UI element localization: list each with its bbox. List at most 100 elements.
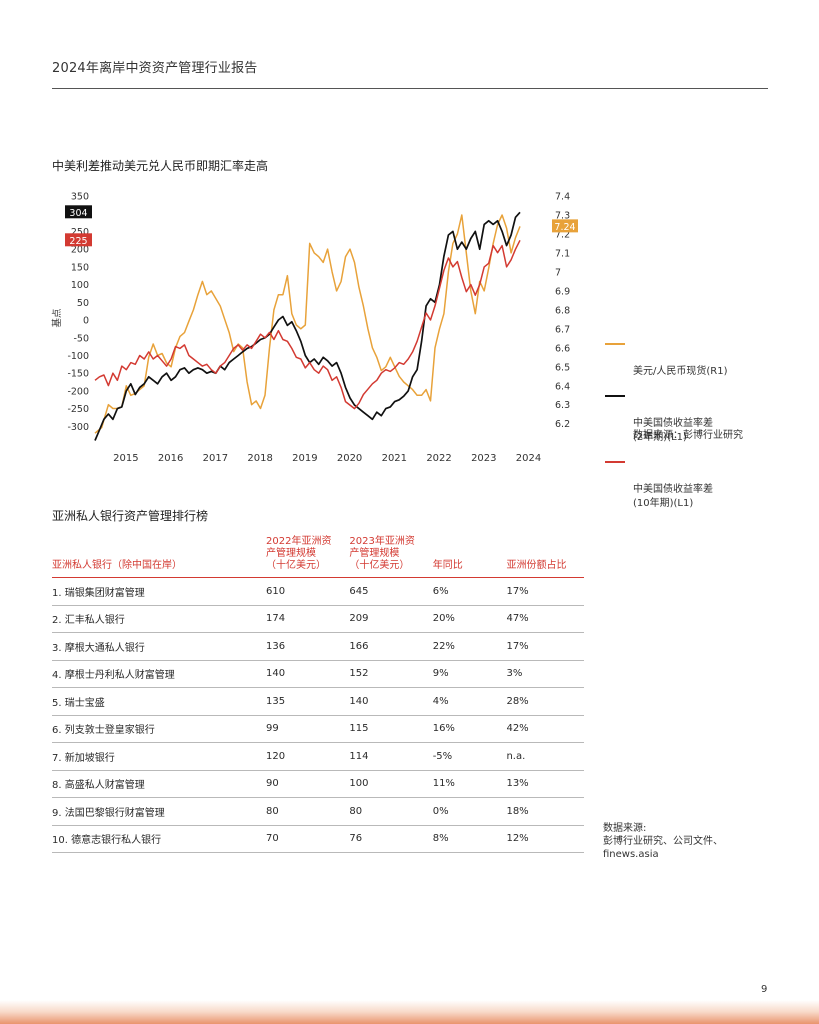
right-tick-label: 7 bbox=[555, 267, 561, 278]
left-axis: 350300250200150100500-50-100-150-200-250… bbox=[67, 192, 89, 433]
left-tick-label: -150 bbox=[67, 369, 89, 380]
right-tick-label: 6.6 bbox=[555, 343, 570, 354]
right-tick-label: 6.4 bbox=[555, 381, 570, 392]
chart-legend: 美元/人民币现货(R1) 中美国债收益率差 (2年期)(L1) 中美国债收益率差… bbox=[605, 337, 727, 521]
right-tick-label: 6.2 bbox=[555, 419, 570, 430]
bank-name-cell: 6. 列支敦士登皇家银行 bbox=[52, 715, 267, 743]
table-row: 10. 德意志银行私人银行 70 76 8% 12% bbox=[52, 825, 584, 853]
x-tick-label: 2018 bbox=[247, 453, 272, 464]
aum-2022-cell: 70 bbox=[266, 825, 350, 853]
table-row: 8. 高盛私人财富管理 90 100 11% 13% bbox=[52, 770, 584, 798]
bank-name-cell: 5. 瑞士宝盛 bbox=[52, 687, 267, 716]
legend-label: 中美国债收益率差 (2年期)(L1) bbox=[633, 418, 713, 443]
x-tick-label: 2017 bbox=[203, 453, 228, 464]
yoy-cell: -5% bbox=[432, 742, 507, 771]
x-tick-label: 2022 bbox=[426, 453, 451, 464]
table-row: 2. 汇丰私人银行 174 209 20% 47% bbox=[52, 605, 584, 633]
footer-band bbox=[0, 1000, 819, 1024]
bank-name-cell: 2. 汇丰私人银行 bbox=[52, 605, 267, 633]
page-number: 9 bbox=[761, 984, 768, 995]
chart-source: 数据来源：彭博行业研究 bbox=[633, 430, 743, 441]
header-yoy: 年同比 bbox=[432, 536, 507, 578]
right-tick-label: 7.3 bbox=[555, 210, 570, 221]
left-axis-label: 基点 bbox=[51, 308, 63, 328]
yoy-cell: 22% bbox=[432, 632, 507, 661]
asia-share-cell: 13% bbox=[506, 770, 584, 798]
asia-share-cell: 28% bbox=[506, 687, 584, 716]
aum-2023-cell: 114 bbox=[349, 742, 433, 771]
left-tick-label: 50 bbox=[77, 298, 89, 309]
x-tick-label: 2020 bbox=[337, 453, 362, 464]
legend-item-10y-spread: 中美国债收益率差 (10年期)(L1) bbox=[605, 455, 727, 511]
series-line-10y-spread bbox=[94, 239, 521, 410]
legend-swatch-orange bbox=[605, 343, 625, 345]
left-tick-label: 200 bbox=[71, 245, 89, 256]
left-tick-label: 150 bbox=[71, 262, 89, 273]
asia-share-cell: 18% bbox=[506, 797, 584, 826]
aum-2022-cell: 610 bbox=[266, 577, 350, 606]
right-tick-label: 6.3 bbox=[555, 400, 570, 411]
table-source: 数据来源: 彭博行业研究、公司文件、 finews.asia bbox=[603, 823, 723, 860]
aum-2022-cell: 90 bbox=[266, 770, 350, 798]
yoy-cell: 6% bbox=[432, 577, 507, 606]
left-tick-label: -250 bbox=[67, 404, 89, 415]
aum-2023-cell: 645 bbox=[349, 577, 433, 606]
header-divider bbox=[52, 88, 768, 89]
asia-share-cell: 17% bbox=[506, 632, 584, 661]
aum-2022-cell: 136 bbox=[266, 632, 350, 661]
table-title: 亚洲私人银行资产管理排行榜 bbox=[52, 509, 209, 523]
legend-label: 中美国债收益率差 (10年期)(L1) bbox=[633, 484, 713, 509]
chart-title: 中美利差推动美元兑人民币即期汇率走高 bbox=[52, 159, 269, 173]
left-tick-label: -100 bbox=[67, 351, 89, 362]
right-tick-label: 7.4 bbox=[555, 192, 570, 203]
right-tick-label: 6.9 bbox=[555, 286, 570, 297]
aum-2023-cell: 166 bbox=[349, 632, 433, 661]
end-label-2y-bg bbox=[65, 205, 92, 219]
right-tick-label: 6.5 bbox=[555, 362, 570, 373]
aum-2023-cell: 100 bbox=[349, 770, 433, 798]
ranking-table: 亚洲私人银行（除中国在岸） 2022年亚洲资 产管理规模 （十亿美元） 2023… bbox=[52, 536, 584, 853]
yoy-cell: 16% bbox=[432, 715, 507, 743]
x-tick-label: 2024 bbox=[516, 453, 541, 464]
legend-label: 美元/人民币现货(R1) bbox=[633, 366, 728, 377]
left-tick-label: 100 bbox=[71, 280, 89, 291]
asia-share-cell: 12% bbox=[506, 825, 584, 853]
bank-name-cell: 8. 高盛私人财富管理 bbox=[52, 770, 267, 798]
right-tick-label: 6.8 bbox=[555, 305, 570, 316]
x-tick-label: 2019 bbox=[292, 453, 317, 464]
end-labels: 304 225 7.24 bbox=[65, 205, 578, 247]
end-label-usdcny-bg bbox=[552, 219, 578, 233]
legend-item-usdcny: 美元/人民币现货(R1) bbox=[605, 337, 727, 379]
bank-name-cell: 4. 摩根士丹利私人财富管理 bbox=[52, 660, 267, 688]
bank-name-cell: 1. 瑞银集团财富管理 bbox=[52, 577, 267, 606]
asia-share-cell: 47% bbox=[506, 605, 584, 633]
right-tick-label: 7.2 bbox=[555, 229, 570, 240]
x-tick-label: 2015 bbox=[113, 453, 138, 464]
yoy-cell: 11% bbox=[432, 770, 507, 798]
x-tick-label: 2016 bbox=[158, 453, 183, 464]
end-label-usdcny: 7.24 bbox=[554, 222, 575, 233]
header-aum-2022: 2022年亚洲资 产管理规模 （十亿美元） bbox=[266, 536, 350, 578]
report-title: 2024年离岸中资资产管理行业报告 bbox=[52, 61, 258, 76]
aum-2023-cell: 140 bbox=[349, 687, 433, 716]
legend-swatch-black bbox=[605, 395, 625, 397]
aum-2022-cell: 99 bbox=[266, 715, 350, 743]
left-tick-label: 250 bbox=[71, 227, 89, 238]
line-chart: 350300250200150100500-50-100-150-200-250… bbox=[51, 192, 578, 464]
aum-2023-cell: 80 bbox=[349, 797, 433, 826]
aum-2022-cell: 135 bbox=[266, 687, 350, 716]
aum-2023-cell: 115 bbox=[349, 715, 433, 743]
aum-2023-cell: 209 bbox=[349, 605, 433, 633]
yoy-cell: 0% bbox=[432, 797, 507, 826]
header-aum-2023: 2023年亚洲资 产管理规模 （十亿美元） bbox=[349, 536, 433, 578]
yoy-cell: 9% bbox=[432, 660, 507, 688]
x-axis: 2015 2016 2017 2018 2019 2020 2021 2022 2023 2024 bbox=[113, 453, 541, 464]
right-axis: 7.4 7.3 7.2 7.1 7 6.9 6.8 6.7 6.6 6.5 6.4 6.3 6.2 bbox=[555, 192, 570, 431]
table-row: 7. 新加坡银行 120 114 -5% n.a. bbox=[52, 742, 584, 771]
left-tick-label: -50 bbox=[73, 333, 89, 344]
left-tick-label: -300 bbox=[67, 422, 89, 433]
left-tick-label: -200 bbox=[67, 386, 89, 397]
left-tick-label: 0 bbox=[83, 316, 89, 327]
asia-share-cell: n.a. bbox=[506, 742, 584, 771]
aum-2022-cell: 80 bbox=[266, 797, 350, 826]
